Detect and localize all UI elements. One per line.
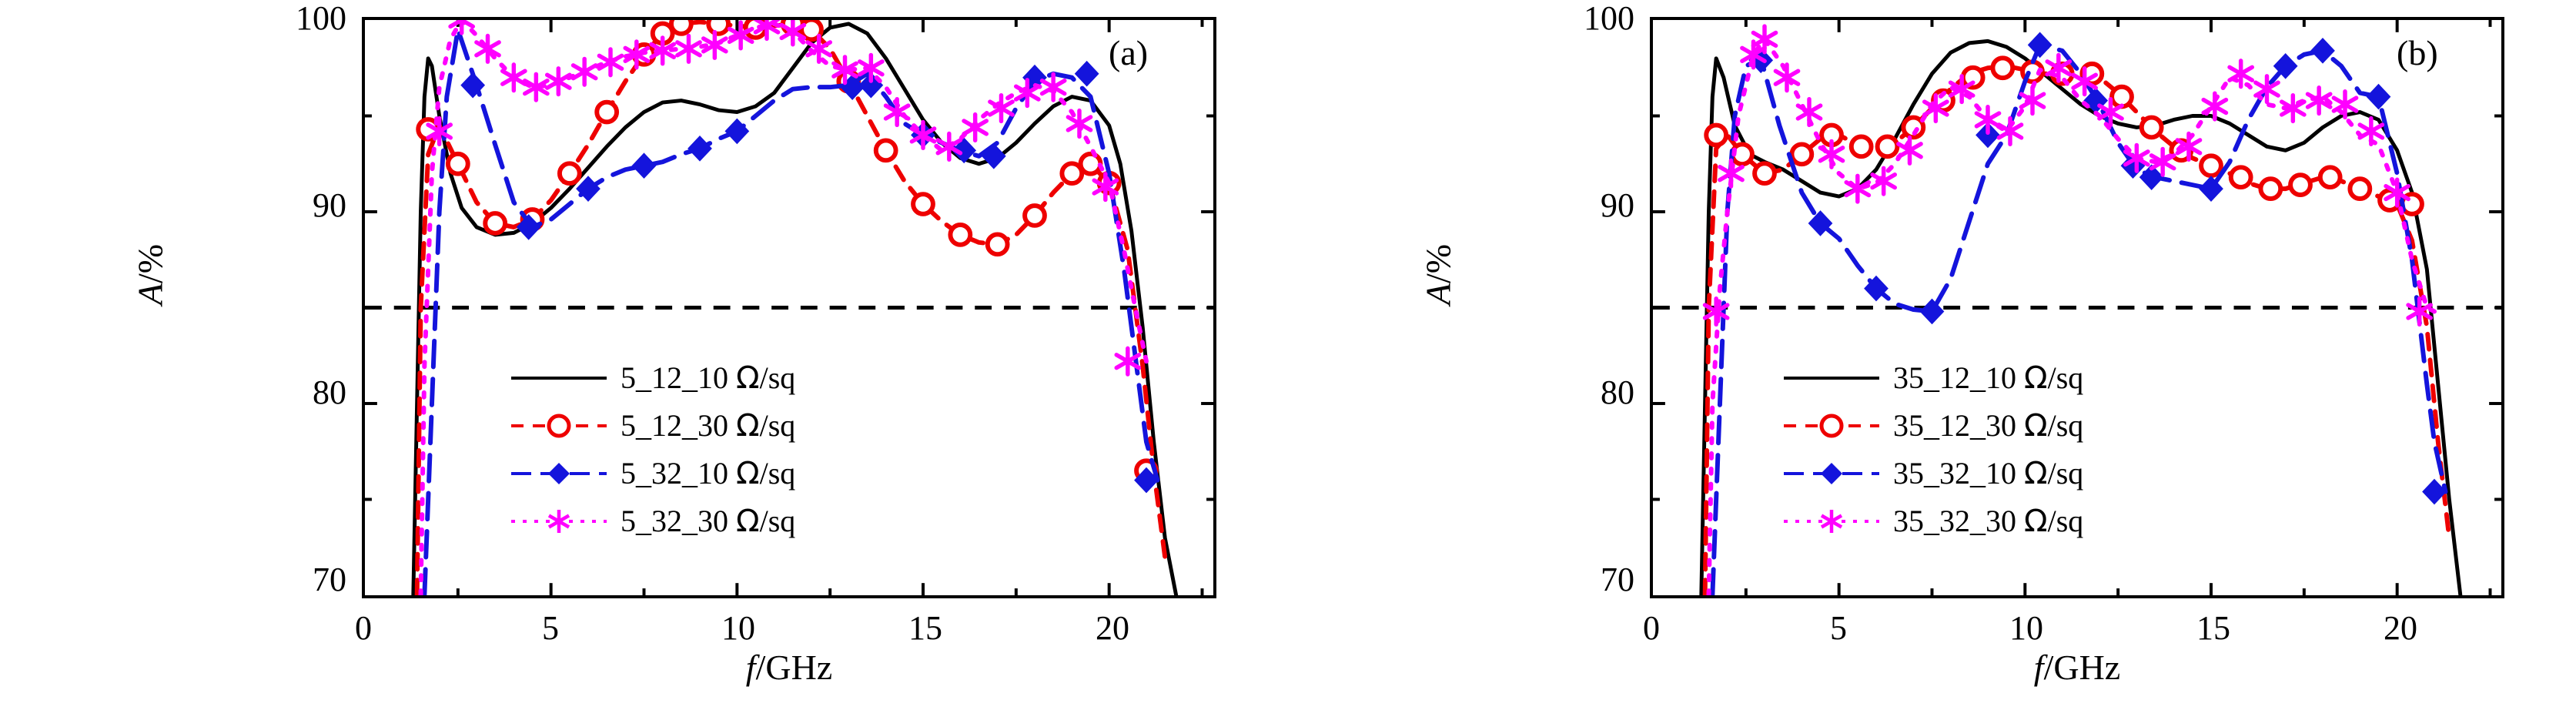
panel-b: A/% 100 90 80 70 0 5 10 15 20 f/GHz (b) … — [1288, 0, 2576, 720]
panel-b-xtick-5: 5 — [1830, 609, 1847, 647]
legend-label-2: 5_32_10 Ω/sq — [621, 456, 796, 491]
panel-b-legend: 35_12_10 Ω/sq 35_12_30 Ω/sq 35_32_10 Ω/s… — [1781, 354, 2083, 545]
panel-b-xtick-15: 15 — [2196, 609, 2230, 647]
panel-b-plot-area — [1650, 17, 2504, 598]
legend-label-1: 5_12_30 Ω/sq — [621, 408, 796, 444]
legend-key-solid-black — [1781, 363, 1882, 393]
panel-b-ytick-80: 80 — [1601, 373, 1634, 411]
legend-key-longdash-blue-diamond — [508, 458, 610, 489]
legend-label-0: 5_12_10 Ω/sq — [621, 360, 796, 396]
panel-b-x-axis-unit: /GHz — [2043, 648, 2121, 687]
panel-a-xtick-10: 10 — [721, 609, 755, 647]
panel-a-tag: (a) — [1109, 33, 1149, 72]
legend-label-0: 35_12_10 Ω/sq — [1893, 360, 2084, 396]
legend-item-0[interactable]: 5_12_10 Ω/sq — [508, 354, 795, 402]
panel-b-xtick-10: 10 — [2009, 609, 2043, 647]
legend-item-2[interactable]: 35_32_10 Ω/sq — [1781, 450, 2083, 497]
panel-a-xtick-15: 15 — [908, 609, 942, 647]
panel-b-x-axis-symbol: f — [2033, 648, 2044, 687]
panel-a-x-ticklabels: 0 5 10 15 20 — [0, 608, 1288, 655]
legend-key-dotted-magenta-asterisk — [508, 506, 610, 537]
legend-label-3: 5_32_30 Ω/sq — [621, 504, 796, 539]
legend-label-2: 35_32_10 Ω/sq — [1893, 456, 2084, 491]
panel-a-plot-area — [362, 17, 1216, 598]
legend-key-dashed-red-circle — [1781, 410, 1882, 441]
legend-key-dotted-magenta-asterisk — [1781, 506, 1882, 537]
legend-label-1: 35_12_30 Ω/sq — [1893, 408, 2084, 444]
panel-b-x-ticklabels: 0 5 10 15 20 — [1288, 608, 2576, 655]
legend-item-2[interactable]: 5_32_10 Ω/sq — [508, 450, 795, 497]
legend-key-solid-black — [508, 363, 610, 393]
panel-a-x-axis-unit: /GHz — [755, 648, 833, 687]
legend-item-1[interactable]: 5_12_30 Ω/sq — [508, 402, 795, 450]
panel-a-xtick-5: 5 — [542, 609, 559, 647]
panel-a-x-axis-label: f/GHz — [362, 647, 1216, 688]
panel-b-tag: (b) — [2397, 33, 2438, 72]
panel-a-ytick-70: 70 — [313, 561, 346, 598]
legend-key-longdash-blue-diamond — [1781, 458, 1882, 489]
panel-b-xtick-0: 0 — [1643, 609, 1660, 647]
panel-b-y-ticklabels: 100 90 80 70 — [1442, 0, 1634, 616]
legend-key-dashed-red-circle — [508, 410, 610, 441]
legend-label-3: 35_32_30 Ω/sq — [1893, 504, 2084, 539]
panel-a-ytick-80: 80 — [313, 373, 346, 411]
panel-a-xtick-0: 0 — [355, 609, 372, 647]
panel-b-ytick-90: 90 — [1601, 186, 1634, 224]
panel-a-ytick-90: 90 — [313, 186, 346, 224]
panel-a: A/% 100 90 80 70 0 5 10 15 20 f/GHz (a) … — [0, 0, 1288, 688]
panel-a-ytick-100: 100 — [296, 0, 346, 37]
legend-item-3[interactable]: 35_32_30 Ω/sq — [1781, 497, 2083, 545]
legend-item-3[interactable]: 5_32_30 Ω/sq — [508, 497, 795, 545]
panel-b-x-axis-label: f/GHz — [1650, 647, 2504, 688]
legend-item-1[interactable]: 35_12_30 Ω/sq — [1781, 402, 2083, 450]
panel-a-x-axis-symbol: f — [745, 648, 756, 687]
panel-b-ytick-100: 100 — [1584, 0, 1634, 37]
panel-b-ytick-70: 70 — [1601, 561, 1634, 598]
legend-item-0[interactable]: 35_12_10 Ω/sq — [1781, 354, 2083, 402]
panel-a-y-ticklabels: 100 90 80 70 — [154, 0, 346, 616]
panel-b-xtick-20: 20 — [2384, 609, 2417, 647]
panel-a-legend: 5_12_10 Ω/sq 5_12_30 Ω/sq 5_32_10 Ω/sq 5… — [508, 354, 795, 545]
panel-a-xtick-20: 20 — [1096, 609, 1129, 647]
